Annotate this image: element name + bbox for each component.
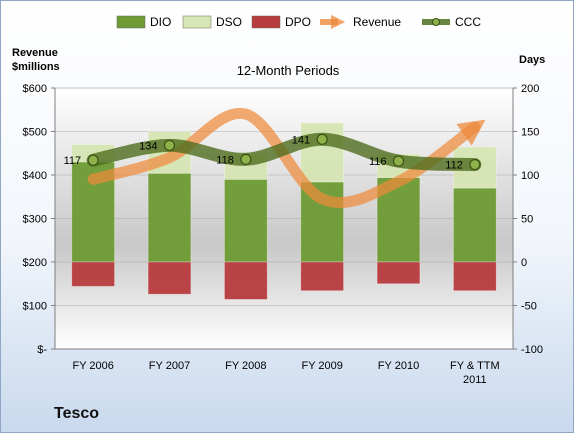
y-right-tick-label: 0	[521, 257, 527, 269]
y-left-label-line1: Revenue	[12, 47, 58, 59]
legend-swatch-dso	[182, 15, 212, 29]
company-name: Tesco	[54, 405, 100, 422]
ccc-data-label: 116	[369, 156, 387, 168]
y-right-label: Days	[519, 54, 545, 66]
legend-label-revenue: Revenue	[353, 15, 401, 29]
ccc-point	[87, 154, 99, 166]
bar-dso	[300, 122, 344, 183]
ccc-data-label: 134	[139, 140, 157, 152]
x-tick-label: 2011	[463, 374, 487, 386]
ccc-data-label: 118	[216, 154, 234, 166]
x-tick-label: FY 2009	[301, 360, 342, 372]
ccc-point	[240, 153, 252, 165]
bar-dpo	[300, 261, 344, 292]
legend-marker-ccc	[432, 18, 440, 26]
legend-label-dpo: DPO	[285, 15, 311, 29]
bar-dpo	[71, 261, 115, 287]
bar-dio	[453, 187, 497, 263]
y-left-label-line2: $millions	[12, 61, 60, 73]
x-tick-label: FY 2006	[72, 360, 113, 372]
bar-dpo	[224, 261, 268, 300]
y-left-tick-label: $100	[23, 301, 47, 313]
y-left-tick-label: $400	[23, 170, 47, 182]
bar-dio	[147, 172, 192, 263]
bar-dpo	[376, 261, 421, 285]
y-left-tick-label: $500	[23, 127, 47, 139]
y-right-tick-label: 50	[521, 214, 533, 226]
ccc-data-label: 141	[292, 134, 310, 146]
bar-dpo	[453, 261, 497, 292]
y-left-tick-label: $200	[23, 257, 47, 269]
legend-label-dso: DSO	[216, 15, 242, 29]
ccc-point	[163, 139, 176, 152]
ccc-point	[316, 133, 328, 145]
x-tick-label: FY & TTM	[450, 360, 500, 372]
y-right-tick-label: 150	[521, 127, 539, 139]
bar-dpo	[147, 261, 192, 295]
y-left-tick-label: $600	[23, 83, 47, 95]
bar-dio	[224, 178, 268, 263]
legend-label-ccc: CCC	[455, 15, 481, 29]
ccc-data-label: 112	[445, 160, 463, 172]
y-right-tick-label: -100	[521, 344, 543, 356]
ccc-data-label: 117	[64, 155, 82, 167]
y-left-tick-label: $300	[23, 214, 47, 226]
y-right-tick-label: -50	[521, 301, 537, 313]
x-tick-label: FY 2007	[149, 360, 190, 372]
legend-swatch-dio	[116, 15, 146, 29]
x-tick-label: FY 2008	[225, 360, 266, 372]
ccc-point	[392, 155, 405, 167]
legend-swatch-dpo	[251, 15, 281, 29]
y-right-tick-label: 100	[521, 170, 539, 182]
ccc-point	[469, 158, 481, 171]
x-tick-label: FY 2010	[378, 360, 419, 372]
legend-label-dio: DIO	[150, 15, 171, 29]
chart-title: 12-Month Periods	[237, 63, 340, 78]
y-left-tick-label: $-	[37, 344, 47, 356]
y-right-tick-label: 200	[521, 83, 539, 95]
